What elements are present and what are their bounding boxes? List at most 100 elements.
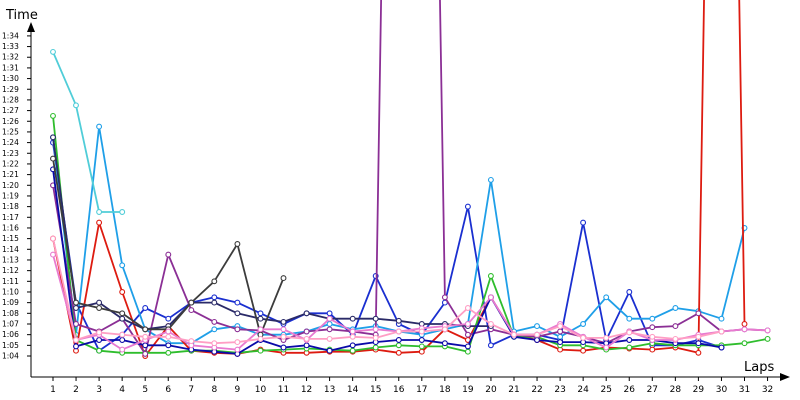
y-tick-label: 1:29	[2, 85, 19, 94]
data-point	[234, 310, 241, 317]
data-point	[695, 310, 702, 317]
data-point	[119, 262, 126, 269]
x-tick-label: 8	[211, 385, 217, 395]
data-point	[580, 219, 587, 226]
data-point	[96, 219, 103, 226]
data-point	[303, 335, 310, 342]
data-point	[441, 326, 448, 333]
data-point	[234, 339, 241, 346]
data-point	[626, 337, 633, 343]
y-tick-label: 1:04	[2, 352, 19, 361]
data-point	[464, 305, 471, 311]
data-point	[603, 344, 610, 351]
x-axis-title: Laps	[744, 360, 774, 375]
x-tick-label: 10	[255, 385, 267, 395]
data-point	[188, 307, 195, 314]
data-point	[464, 343, 471, 350]
x-tick-label: 28	[670, 385, 682, 395]
data-point	[557, 333, 564, 340]
x-tick-label: 9	[235, 385, 241, 395]
data-point	[649, 315, 656, 322]
data-point	[418, 328, 425, 335]
data-point	[142, 326, 149, 333]
x-tick-label: 21	[508, 385, 519, 395]
data-point	[96, 347, 103, 354]
data-point	[418, 343, 425, 350]
data-point	[165, 251, 172, 258]
data-point	[280, 344, 287, 351]
y-tick-label: 1:14	[2, 245, 19, 254]
y-tick-label: 1:12	[2, 266, 19, 275]
data-point	[580, 347, 587, 354]
data-point	[119, 331, 126, 338]
data-point	[211, 318, 218, 325]
y-tick-label: 1:16	[2, 223, 19, 232]
data-point	[603, 294, 610, 301]
data-point	[487, 273, 494, 279]
y-tick-label: 1:17	[2, 213, 19, 222]
data-point	[73, 343, 79, 350]
data-point	[211, 294, 218, 301]
y-ticks: 1:04 1:05 1:06 1:071:08 1:09 1:101:11 1:12 1:13…	[2, 31, 31, 361]
data-point	[649, 346, 656, 353]
data-point	[395, 349, 402, 356]
series-3	[50, 48, 126, 215]
y-tick-label: 1:26	[2, 117, 19, 126]
data-point	[96, 305, 103, 311]
data-point	[211, 299, 218, 306]
data-point	[142, 305, 149, 311]
axes: Time Laps	[5, 8, 790, 381]
series-1-line	[52, 142, 722, 352]
x-tick-label: 32	[762, 385, 773, 395]
y-axis-arrow	[27, 22, 35, 32]
x-tick-label: 30	[716, 385, 728, 395]
data-point	[326, 335, 333, 342]
data-point	[234, 299, 241, 306]
data-point	[165, 333, 172, 340]
y-tick-label: 1:08	[2, 309, 19, 318]
data-point	[349, 333, 356, 340]
data-point	[511, 331, 517, 338]
data-point	[418, 348, 425, 355]
data-point	[234, 241, 241, 247]
data-point	[96, 329, 103, 336]
data-point	[372, 326, 379, 333]
data-point	[626, 344, 633, 351]
x-tick-label: 6	[165, 385, 171, 395]
data-point	[119, 310, 126, 317]
data-point	[764, 335, 771, 342]
data-point	[464, 321, 471, 327]
data-point	[211, 326, 218, 333]
data-point	[603, 334, 610, 341]
data-point	[280, 333, 287, 340]
y-tick-label: 1:10	[2, 287, 19, 296]
data-point	[418, 337, 425, 343]
x-tick-label: 17	[416, 385, 427, 395]
data-point	[211, 340, 218, 347]
y-tick-label: 1:20	[2, 181, 19, 190]
data-point	[142, 350, 149, 357]
data-point	[326, 315, 333, 322]
x-tick-label: 23	[554, 385, 565, 395]
x-tick-label: 18	[439, 385, 451, 395]
data-point	[234, 346, 241, 353]
data-point	[303, 342, 310, 349]
data-point	[464, 203, 471, 210]
data-point	[165, 349, 172, 356]
data-point	[73, 321, 79, 327]
data-point	[50, 235, 56, 242]
series-8-line	[52, 169, 722, 355]
data-point	[372, 334, 379, 341]
y-axis-title: Time	[5, 8, 38, 23]
data-point	[441, 340, 448, 347]
x-tick-label: 27	[647, 385, 658, 395]
data-point	[741, 321, 748, 327]
y-tick-label: 1:22	[2, 159, 19, 168]
data-point	[96, 337, 103, 343]
y-tick-label: 1:24	[2, 138, 19, 147]
x-tick-label: 11	[278, 385, 289, 395]
data-point	[50, 112, 56, 119]
data-point	[119, 315, 126, 322]
data-point	[326, 347, 333, 354]
